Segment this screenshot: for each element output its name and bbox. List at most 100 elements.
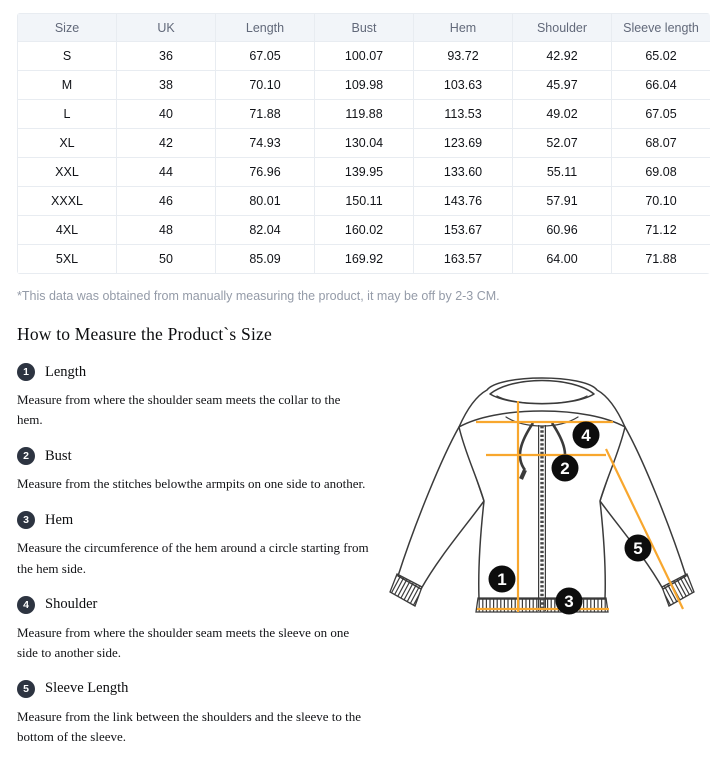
table-row: M 38 70.10 109.98 103.63 45.97 66.04 <box>17 70 710 100</box>
measurement-cell: 133.60 <box>413 157 513 187</box>
svg-text:4: 4 <box>581 426 591 445</box>
measurement-cell: 119.88 <box>314 99 414 129</box>
measurement-cell: 48 <box>116 215 216 245</box>
measure-step: 1 Length Measure from where the shoulder s… <box>17 363 387 430</box>
size-chart-table: Size UK Length Bust Hem Shoulder Sleeve length… <box>17 13 710 274</box>
step-description: Measure from where the shoulder seam mee… <box>17 624 350 660</box>
column-header: UK <box>116 13 216 42</box>
svg-text:1: 1 <box>497 570 506 589</box>
measurement-cell: 71.12 <box>611 215 710 245</box>
badge-1-icon: 1 <box>488 565 516 593</box>
table-row: XXXL 46 80.01 150.11 143.76 57.91 70.10 <box>17 186 710 216</box>
measurement-cell: 66.04 <box>611 70 710 100</box>
measurement-cell: 52.07 <box>512 128 612 158</box>
measurement-cell: 46 <box>116 186 216 216</box>
step-description: Measure from where the shoulder seam mee… <box>17 392 341 428</box>
measurement-cell: 82.04 <box>215 215 315 245</box>
left-cuff-ribbing <box>389 573 423 607</box>
measurement-cell: 64.00 <box>512 244 612 274</box>
badge-4-icon: 4 <box>572 421 600 449</box>
column-header: Hem <box>413 13 513 42</box>
svg-text:2: 2 <box>560 459 569 478</box>
step-number-badge: 3 <box>17 511 35 530</box>
measurement-cell: 44 <box>116 157 216 187</box>
table-row: L 40 71.88 119.88 113.53 49.02 67.05 <box>17 99 710 129</box>
measurement-cell: 76.96 <box>215 157 315 187</box>
column-header: Bust <box>314 13 414 42</box>
size-cell: XXL <box>17 157 117 187</box>
step-number-badge: 5 <box>17 679 35 698</box>
table-row: XL 42 74.93 130.04 123.69 52.07 68.07 <box>17 128 710 158</box>
measurement-cell: 69.08 <box>611 157 710 187</box>
step-description: Measure the circumference of the hem aro… <box>17 540 369 576</box>
measurement-cell: 139.95 <box>314 157 414 187</box>
measurement-cell: 57.91 <box>512 186 612 216</box>
measurement-cell: 130.04 <box>314 128 414 158</box>
badge-2-icon: 2 <box>551 454 579 482</box>
measurement-cell: 71.88 <box>215 99 315 129</box>
measurement-cell: 42 <box>116 128 216 158</box>
step-label: Hem <box>45 511 74 528</box>
measure-step: 4 Shoulder Measure from where the shoulder… <box>17 595 387 663</box>
badge-5-icon: 5 <box>624 534 652 562</box>
measurement-cell: 60.96 <box>512 215 612 245</box>
column-header: Sleeve length <box>611 13 710 42</box>
step-description: Measure from the stitches belowthe armpi… <box>17 476 366 492</box>
table-header-row: Size UK Length Bust Hem Shoulder Sleeve length <box>17 13 710 42</box>
step-head: 2 Bust <box>17 447 387 466</box>
table-row: 5XL 50 85.09 169.92 163.57 64.00 71.88 <box>17 244 710 274</box>
step-label: Sleeve Length <box>45 680 129 697</box>
size-cell: 4XL <box>17 215 117 245</box>
measurement-disclaimer: *This data was obtained from manually me… <box>17 289 500 303</box>
table-row: XXL 44 76.96 139.95 133.60 55.11 69.08 <box>17 157 710 187</box>
measurement-cell: 150.11 <box>314 186 414 216</box>
measurement-cell: 36 <box>116 41 216 71</box>
size-cell: S <box>17 41 117 71</box>
step-description: Measure from the link between the should… <box>17 708 362 745</box>
measurement-cell: 103.63 <box>413 70 513 100</box>
measure-badges: 1 2 3 4 5 <box>488 421 652 615</box>
section-heading: How to Measure the Product`s Size <box>17 324 272 344</box>
measurement-cell: 113.53 <box>413 99 513 129</box>
step-number-badge: 4 <box>17 595 35 614</box>
badge-3-icon: 3 <box>555 587 583 615</box>
measure-section: 1 Length Measure from where the shoulder s… <box>17 363 710 764</box>
measure-step: 2 Bust Measure from the stitches belowthe … <box>17 447 387 494</box>
step-label: Bust <box>45 447 72 464</box>
size-cell: XXXL <box>17 186 117 216</box>
measurement-cell: 71.88 <box>611 244 710 274</box>
size-cell: 5XL <box>17 244 117 274</box>
measurement-cell: 55.11 <box>512 157 612 187</box>
measurement-cell: 70.10 <box>611 186 710 216</box>
svg-text:3: 3 <box>564 592 573 611</box>
jacket-diagram-svg: 1 2 3 4 5 <box>389 377 695 615</box>
step-head: 5 Sleeve Length <box>17 679 387 698</box>
measurement-cell: 100.07 <box>314 41 414 71</box>
measurement-cell: 38 <box>116 70 216 100</box>
measurement-cell: 49.02 <box>512 99 612 129</box>
step-label: Shoulder <box>45 596 98 613</box>
column-header: Size <box>17 13 117 42</box>
size-cell: M <box>17 70 117 100</box>
measurement-lines <box>476 401 684 612</box>
measurement-cell: 74.93 <box>215 128 315 158</box>
measurement-cell: 40 <box>116 99 216 129</box>
step-head: 1 Length <box>17 363 387 381</box>
table-row: S 36 67.05 100.07 93.72 42.92 65.02 <box>17 41 710 71</box>
measurement-cell: 153.67 <box>413 215 513 245</box>
step-label: Length <box>45 363 87 380</box>
measurement-cell: 42.92 <box>512 41 612 71</box>
measurement-cell: 80.01 <box>215 186 315 216</box>
measure-step: 5 Sleeve Length Measure from the link betw… <box>17 679 387 747</box>
measurement-cell: 70.10 <box>215 70 315 100</box>
measure-step: 3 Hem Measure the circumference of the hem… <box>17 511 387 578</box>
measure-line-sleeve <box>605 448 684 610</box>
measurement-cell: 143.76 <box>413 186 513 216</box>
measurement-cell: 68.07 <box>611 128 710 158</box>
measurement-cell: 169.92 <box>314 244 414 274</box>
measurement-cell: 85.09 <box>215 244 315 274</box>
step-head: 3 Hem <box>17 511 387 530</box>
size-cell: XL <box>17 128 117 158</box>
measurement-cell: 160.02 <box>314 215 414 245</box>
